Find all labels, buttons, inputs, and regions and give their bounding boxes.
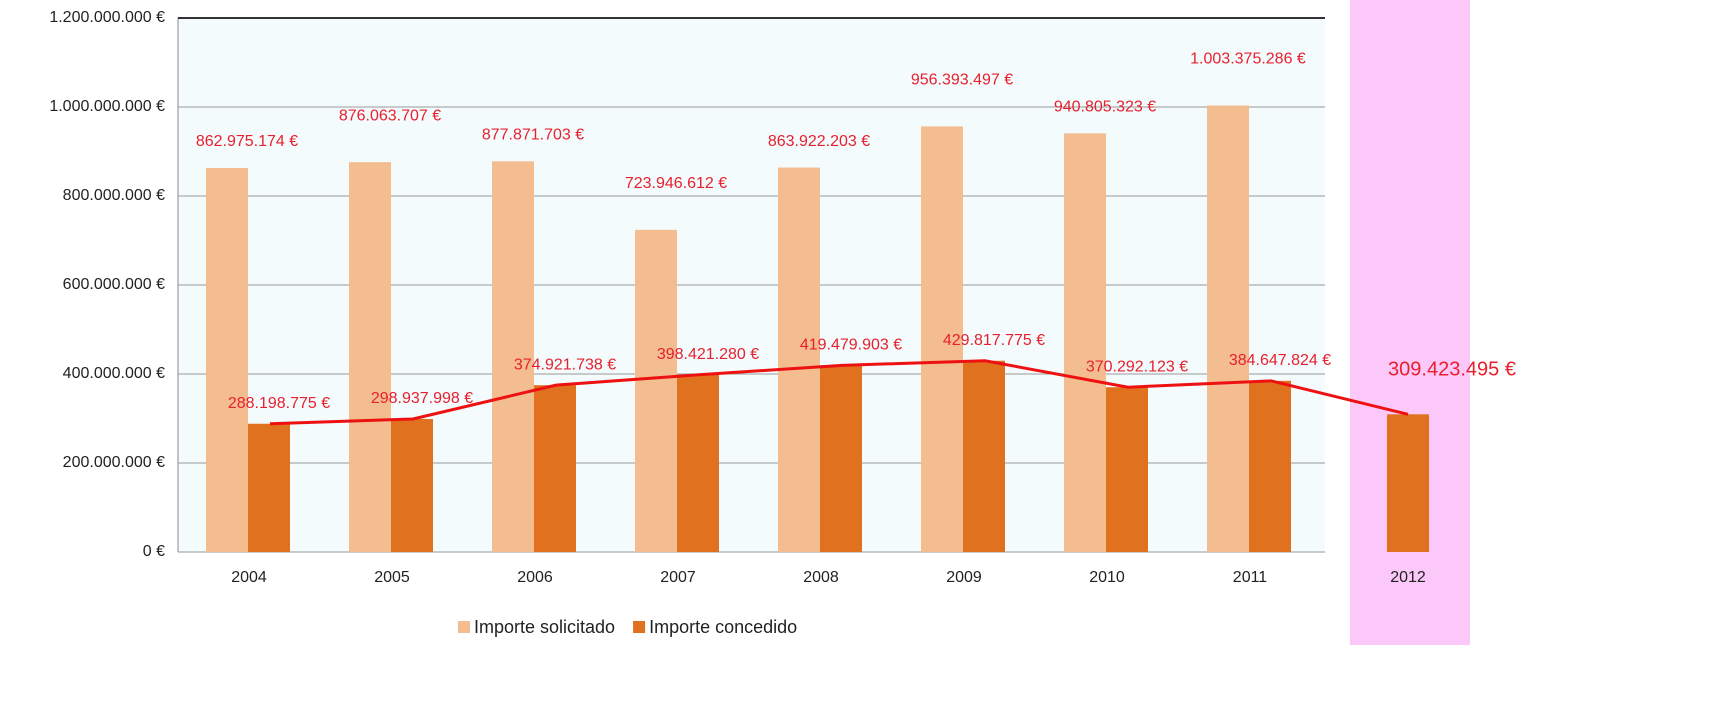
data-label: 288.198.775 € [228,395,330,412]
y-tick-label: 600.000.000 € [63,276,165,293]
bar [1249,380,1291,552]
bar [635,229,677,552]
x-tick-label: 2007 [660,569,696,586]
y-tick-label: 200.000.000 € [63,454,165,471]
bar [778,167,820,552]
data-label: 1.003.375.286 € [1190,51,1306,68]
x-tick-label: 2009 [946,569,982,586]
data-label: 309.423.495 € [1388,358,1516,380]
x-tick-label: 2012 [1390,569,1426,586]
bar [921,126,963,552]
legend-swatch [633,621,646,633]
data-label: 723.946.612 € [625,175,727,192]
data-label: 877.871.703 € [482,127,584,144]
data-label: 863.922.203 € [768,133,870,150]
legend-label: Importe concedido [649,617,797,637]
x-tick-label: 2010 [1089,569,1125,586]
data-label: 370.292.123 € [1086,358,1188,375]
data-label: 956.393.497 € [911,72,1013,89]
bar [206,167,248,552]
data-label: 398.421.280 € [657,346,759,363]
y-tick-label: 1.200.000.000 € [49,9,165,26]
bar [1106,387,1148,552]
legend-swatch [458,621,470,633]
data-label: 384.647.824 € [1229,352,1331,369]
y-tick-label: 1.000.000.000 € [49,98,165,115]
data-label: 429.817.775 € [943,332,1045,349]
bar [248,423,290,552]
bar [1207,105,1249,553]
x-tick-label: 2008 [803,569,839,586]
data-label: 374.921.738 € [514,356,616,373]
legend-label: Importe solicitado [474,617,615,637]
bar [391,418,433,552]
bar [492,161,534,552]
y-tick-label: 400.000.000 € [63,365,165,382]
bar [349,162,391,552]
data-label: 876.063.707 € [339,107,441,124]
bar [820,365,862,552]
x-tick-label: 2011 [1233,569,1268,586]
x-tick-label: 2006 [517,569,553,586]
x-tick-label: 2004 [231,569,267,586]
data-label: 298.937.998 € [371,390,473,407]
bar [1387,414,1429,552]
bar [534,385,576,552]
y-tick-label: 0 € [143,543,165,560]
data-label: 862.975.174 € [196,133,298,150]
y-tick-label: 800.000.000 € [63,187,165,204]
bar [1064,133,1106,553]
trend-line [269,359,1409,426]
data-label: 940.805.323 € [1054,99,1156,116]
x-tick-label: 2005 [374,569,410,586]
data-label: 419.479.903 € [800,337,902,354]
bar [677,374,719,552]
bar [963,360,1005,552]
